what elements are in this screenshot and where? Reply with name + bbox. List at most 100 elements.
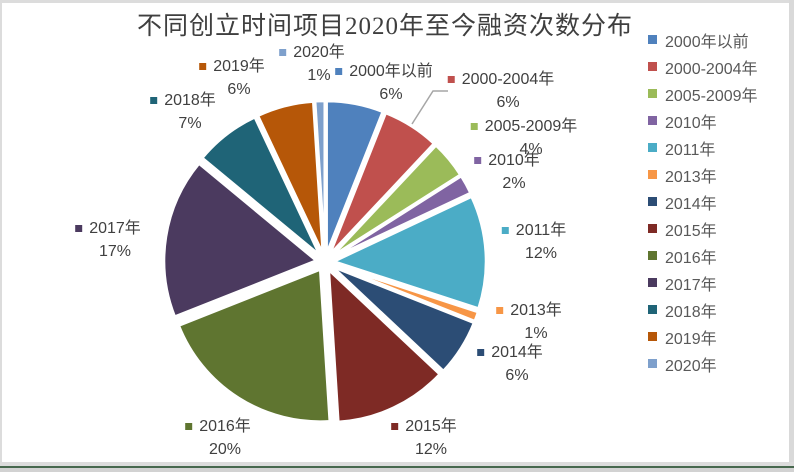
- legend-item-2016年[interactable]: 2016年: [648, 242, 794, 269]
- legend-item-label: 2014年: [665, 195, 717, 213]
- pie-slice-2014年[interactable]: [331, 265, 476, 373]
- data-label-2016年: 2016年 20%: [185, 415, 251, 461]
- data-label-category: 2000-2004年: [461, 71, 555, 88]
- data-label-marker-icon: [150, 97, 158, 104]
- data-label-2011年: 2011年 12%: [501, 219, 567, 265]
- legend-marker-icon: [648, 89, 657, 98]
- legend-item-label: 2019年: [665, 330, 717, 348]
- legend-item-label: 2016年: [665, 249, 717, 267]
- data-label-category: 2011年: [515, 222, 567, 239]
- data-label-percent: 4%: [519, 141, 543, 158]
- legend-item-label: 2015年: [665, 222, 717, 240]
- legend-marker-icon: [648, 170, 657, 179]
- data-label-marker-icon: [391, 423, 399, 430]
- data-label-percent: 6%: [496, 94, 520, 111]
- data-label-marker-icon: [447, 76, 455, 83]
- data-label-marker-icon: [496, 307, 504, 314]
- legend-item-label: 2000年以前: [665, 33, 749, 51]
- legend-item-2018年[interactable]: 2018年: [648, 296, 794, 323]
- legend-item-label: 2020年: [665, 357, 717, 375]
- data-label-category: 2019年: [213, 58, 265, 75]
- pie-slice-2017年[interactable]: [162, 162, 318, 318]
- legend-marker-icon: [648, 305, 657, 314]
- frame-border-top: [0, 0, 794, 3]
- data-label-2005-2009年: 2005-2009年 4%: [470, 115, 578, 161]
- data-label-percent: 1%: [524, 325, 548, 342]
- data-label-category: 2020年: [293, 44, 345, 61]
- legend-item-label: 2010年: [665, 114, 717, 132]
- legend-item-2011年[interactable]: 2011年: [648, 134, 794, 161]
- pie-slice-2016年[interactable]: [177, 268, 331, 423]
- pie-slice-2020年[interactable]: [313, 99, 326, 255]
- data-label-category: 2018年: [164, 92, 216, 109]
- legend-marker-icon: [648, 359, 657, 368]
- pie-slice-2011年[interactable]: [332, 195, 488, 310]
- data-label-percent: 20%: [208, 441, 242, 458]
- data-label-2015年: 2015年 12%: [391, 415, 457, 461]
- frame-border-bottom: [0, 462, 794, 472]
- legend-item-2000年以前[interactable]: 2000年以前: [648, 26, 794, 53]
- legend-marker-icon: [648, 143, 657, 152]
- data-label-2000-2004年: 2000-2004年 6%: [447, 68, 555, 114]
- data-label-2013年: 2013年 1%: [496, 299, 562, 345]
- data-label-marker-icon: [75, 225, 83, 232]
- pie-slice-2015年[interactable]: [327, 268, 441, 424]
- data-label-2000年以前: 2000年以前 6%: [335, 60, 433, 106]
- legend-item-2005-2009年[interactable]: 2005-2009年: [648, 80, 794, 107]
- pie-slice-2005-2009年[interactable]: [330, 144, 462, 258]
- legend-item-2017年[interactable]: 2017年: [648, 269, 794, 296]
- data-label-2019年: 2019年 6%: [199, 55, 265, 101]
- data-label-2020年: 2020年 1%: [279, 41, 345, 87]
- legend-item-label: 2013年: [665, 168, 717, 186]
- data-label-marker-icon: [501, 227, 509, 234]
- legend-item-2014年[interactable]: 2014年: [648, 188, 794, 215]
- legend: 2000年以前 2000-2004年 2005-2009年 2010年 2011年 201…: [648, 26, 794, 377]
- legend-item-label: 2005-2009年: [665, 87, 758, 105]
- data-label-percent: 17%: [98, 243, 132, 260]
- data-label-percent: 6%: [379, 86, 403, 103]
- data-label-percent: 6%: [227, 81, 251, 98]
- legend-item-label: 2011年: [665, 141, 716, 159]
- data-label-2010年: 2010年 2%: [474, 149, 540, 195]
- data-label-marker-icon: [335, 68, 343, 75]
- data-label-category: 2005-2009年: [484, 118, 578, 135]
- legend-item-label: 2018年: [665, 303, 717, 321]
- data-label-category: 2010年: [488, 152, 540, 169]
- legend-item-2015年[interactable]: 2015年: [648, 215, 794, 242]
- data-label-percent: 12%: [524, 245, 558, 262]
- data-label-marker-icon: [199, 63, 207, 70]
- frame-border-left: [0, 0, 2, 472]
- data-label-category: 2000年以前: [349, 63, 433, 80]
- data-label-marker-icon: [279, 49, 287, 56]
- pie-slice-2010年[interactable]: [331, 174, 472, 259]
- legend-item-2010年[interactable]: 2010年: [648, 107, 794, 134]
- legend-marker-icon: [648, 116, 657, 125]
- data-label-marker-icon: [477, 349, 485, 356]
- legend-item-2020年[interactable]: 2020年: [648, 350, 794, 377]
- legend-item-2019年[interactable]: 2019年: [648, 323, 794, 350]
- data-label-marker-icon: [474, 157, 482, 164]
- pie-slice-2018年[interactable]: [201, 116, 321, 257]
- data-label-2014年: 2014年 6%: [477, 341, 543, 387]
- legend-item-2000-2004年[interactable]: 2000-2004年: [648, 53, 794, 80]
- pie-slice-2019年[interactable]: [256, 100, 325, 255]
- pie-slice-2000-2004年[interactable]: [328, 111, 436, 256]
- legend-marker-icon: [648, 62, 657, 71]
- legend-marker-icon: [648, 251, 657, 260]
- data-label-2017年: 2017年 17%: [75, 217, 141, 263]
- legend-item-label: 2000-2004年: [665, 60, 758, 78]
- data-label-marker-icon: [470, 123, 478, 130]
- legend-item-2013年[interactable]: 2013年: [648, 161, 794, 188]
- legend-marker-icon: [648, 332, 657, 341]
- data-label-category: 2017年: [89, 220, 141, 237]
- data-label-2018年: 2018年 7%: [150, 89, 216, 135]
- data-label-percent: 6%: [505, 367, 529, 384]
- pie-slice-2000年以前[interactable]: [325, 99, 384, 255]
- legend-marker-icon: [648, 278, 657, 287]
- data-label-percent: 12%: [414, 441, 448, 458]
- data-label-category: 2015年: [405, 418, 457, 435]
- pie-slice-2013年[interactable]: [332, 263, 480, 323]
- data-label-category: 2014年: [491, 344, 543, 361]
